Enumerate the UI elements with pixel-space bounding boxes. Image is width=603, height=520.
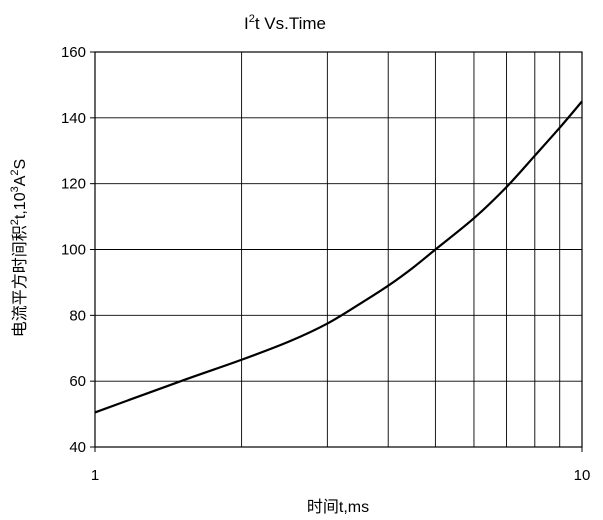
y-axis-label: 电流平方时间积2t,103A2S <box>9 159 29 337</box>
y-tick-label: 80 <box>69 307 86 324</box>
y-tick-label: 60 <box>69 373 86 390</box>
series-line <box>94 100 583 414</box>
axis-ticks: 40 60 80 100 120 140 160 1 10 <box>61 44 590 484</box>
y-tick-label: 120 <box>61 176 86 193</box>
series-layer <box>94 100 583 414</box>
y-tick-label: 100 <box>61 242 86 259</box>
x-tick-label: 10 <box>574 467 591 484</box>
y-tick-label: 160 <box>61 44 86 61</box>
y-tick-label: 40 <box>69 439 86 456</box>
chart-title: I2t Vs.Time <box>244 13 326 33</box>
y-tick-label: 140 <box>61 110 86 127</box>
x-axis-label: 时间t,ms <box>307 498 369 516</box>
x-tick-label: 1 <box>91 467 99 484</box>
